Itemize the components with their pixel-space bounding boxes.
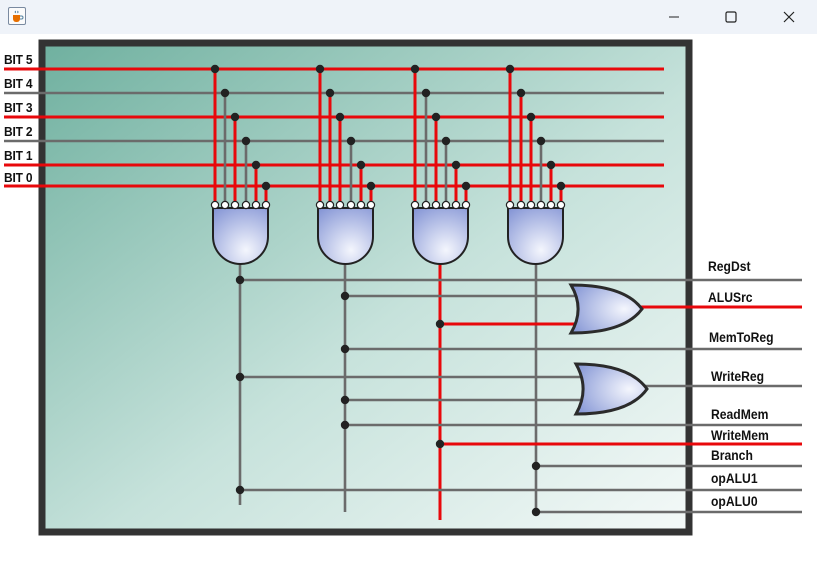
- minimize-button[interactable]: [645, 0, 703, 34]
- gate4-tap-dot: [556, 181, 566, 191]
- output-label-opalu1: opALU1: [711, 471, 758, 486]
- gate4-tap-dot: [505, 64, 515, 74]
- gate1-tap-dot: [220, 88, 230, 98]
- gate3-tap-dot: [461, 181, 471, 191]
- bus-junction-dot: [531, 461, 541, 471]
- control-unit-circuit: [4, 39, 802, 536]
- gate3-tap-dot: [431, 112, 441, 122]
- and-gate-2-input-pin: [346, 200, 356, 210]
- and-gate-3-input-pin: [421, 200, 431, 210]
- bus-junction-dot: [235, 372, 245, 382]
- gate1-tap-dot: [261, 181, 271, 191]
- output-label-writemem: WriteMem: [711, 428, 769, 443]
- close-button[interactable]: [760, 0, 817, 34]
- gate2-tap-dot: [346, 136, 356, 146]
- input-label-bit0: BIT 0: [4, 170, 33, 185]
- java-cup-icon[interactable]: [8, 7, 26, 25]
- and-gate-3-input-pin: [461, 200, 471, 210]
- input-label-bit3: BIT 3: [4, 100, 33, 115]
- gate3-tap-dot: [451, 160, 461, 170]
- and-gate-3-input-pin: [451, 200, 461, 210]
- gate2-tap-dot: [325, 88, 335, 98]
- gate1-tap-dot: [241, 136, 251, 146]
- bus-junction-dot: [531, 507, 541, 517]
- and-gate-4-input-pin: [556, 200, 566, 210]
- output-label-alusrc: ALUSrc: [708, 290, 753, 305]
- bus-junction-dot: [435, 319, 445, 329]
- input-label-bit1: BIT 1: [4, 148, 33, 163]
- maximize-button[interactable]: [702, 0, 760, 34]
- gate2-tap-dot: [335, 112, 345, 122]
- bus-junction-dot: [340, 420, 350, 430]
- title-bar: [0, 0, 817, 34]
- and-gate-4-input-pin: [526, 200, 536, 210]
- gate4-tap-dot: [536, 136, 546, 146]
- gate4-tap-dot: [516, 88, 526, 98]
- output-label-writereg: WriteReg: [711, 369, 765, 384]
- or-gate-writereg: [573, 362, 649, 416]
- and-gate-2-input-pin: [356, 200, 366, 210]
- gate2-tap-dot: [356, 160, 366, 170]
- and-gate-3-input-pin: [431, 200, 441, 210]
- output-label-branch: Branch: [711, 448, 753, 463]
- gate1-tap-dot: [230, 112, 240, 122]
- and-gate-3: [412, 207, 469, 265]
- gate3-tap-dot: [441, 136, 451, 146]
- and-gate-2-input-pin: [325, 200, 335, 210]
- bus-junction-dot: [340, 344, 350, 354]
- and-gate-1-input-pin: [261, 200, 271, 210]
- input-label-bit2: BIT 2: [4, 124, 33, 139]
- and-gate-1-input-pin: [210, 200, 220, 210]
- gate3-tap-dot: [410, 64, 420, 74]
- and-gate-4-input-pin: [536, 200, 546, 210]
- and-gate-1-input-pin: [251, 200, 261, 210]
- bus-junction-dot: [435, 439, 445, 449]
- and-gate-3-input-pin: [410, 200, 420, 210]
- and-gate-2-input-pin: [335, 200, 345, 210]
- input-label-bit4: BIT 4: [4, 76, 33, 91]
- minimize-icon: [669, 16, 679, 18]
- and-gate-4-input-pin: [505, 200, 515, 210]
- maximize-icon: [725, 11, 737, 23]
- bus-junction-dot: [340, 395, 350, 405]
- gate1-tap-dot: [210, 64, 220, 74]
- close-icon: [783, 11, 795, 23]
- input-label-bit5: BIT 5: [4, 52, 33, 67]
- and-gate-1-input-pin: [241, 200, 251, 210]
- and-gate-2: [317, 207, 374, 265]
- output-label-readmem: ReadMem: [711, 407, 769, 422]
- gate4-tap-dot: [546, 160, 556, 170]
- and-gate-1: [212, 207, 269, 265]
- and-gate-4-input-pin: [546, 200, 556, 210]
- gate1-tap-dot: [251, 160, 261, 170]
- and-gate-4: [507, 207, 564, 265]
- gate2-tap-dot: [315, 64, 325, 74]
- output-label-regdst: RegDst: [708, 259, 751, 274]
- or-gate-alusrc: [568, 283, 644, 335]
- gate4-tap-dot: [526, 112, 536, 122]
- bus-junction-dot: [235, 485, 245, 495]
- bus-junction-dot: [340, 291, 350, 301]
- gate2-tap-dot: [366, 181, 376, 191]
- and-gate-2-input-pin: [366, 200, 376, 210]
- and-gate-1-input-pin: [230, 200, 240, 210]
- output-label-opalu0: opALU0: [711, 494, 758, 509]
- and-gate-4-input-pin: [516, 200, 526, 210]
- output-label-memtoreg: MemToReg: [709, 330, 774, 345]
- and-gate-1-input-pin: [220, 200, 230, 210]
- and-gate-3-input-pin: [441, 200, 451, 210]
- bus-junction-dot: [235, 275, 245, 285]
- gate3-tap-dot: [421, 88, 431, 98]
- diagram-canvas: BIT 5 BIT 4 BIT 3 BIT 2 BIT 1 BIT 0 RegD…: [0, 34, 817, 561]
- and-gate-2-input-pin: [315, 200, 325, 210]
